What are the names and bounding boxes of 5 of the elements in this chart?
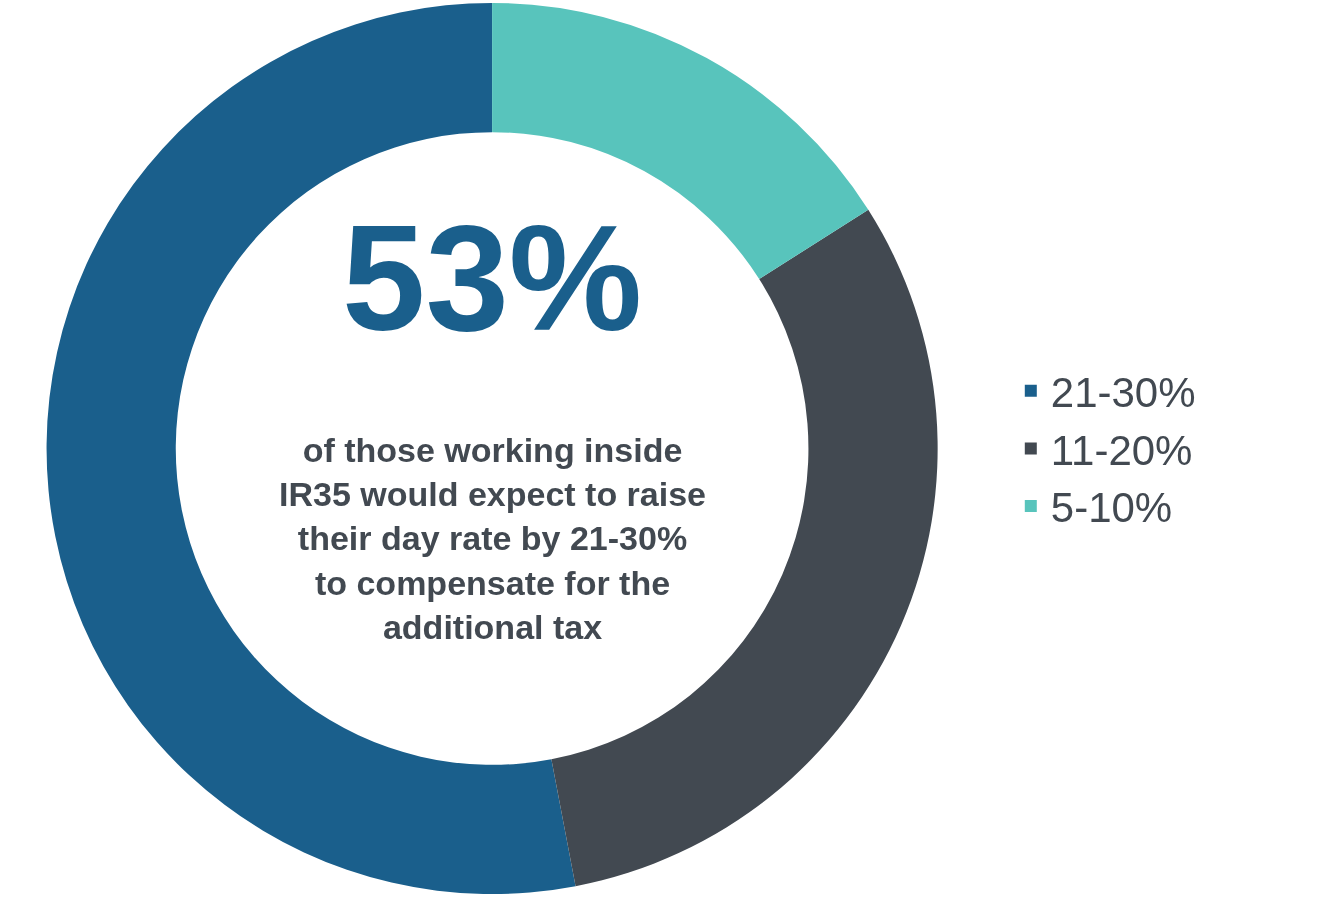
legend-label: 21-30% [1050,369,1196,417]
text: of those working inside IR35 would expect to raise their day rate by 21-30% to compensate for the additional tax [279,431,707,646]
text: 53% [342,194,643,362]
legend-label: 11-20% [1050,426,1193,474]
legend-label: 5-10% [1050,484,1173,532]
